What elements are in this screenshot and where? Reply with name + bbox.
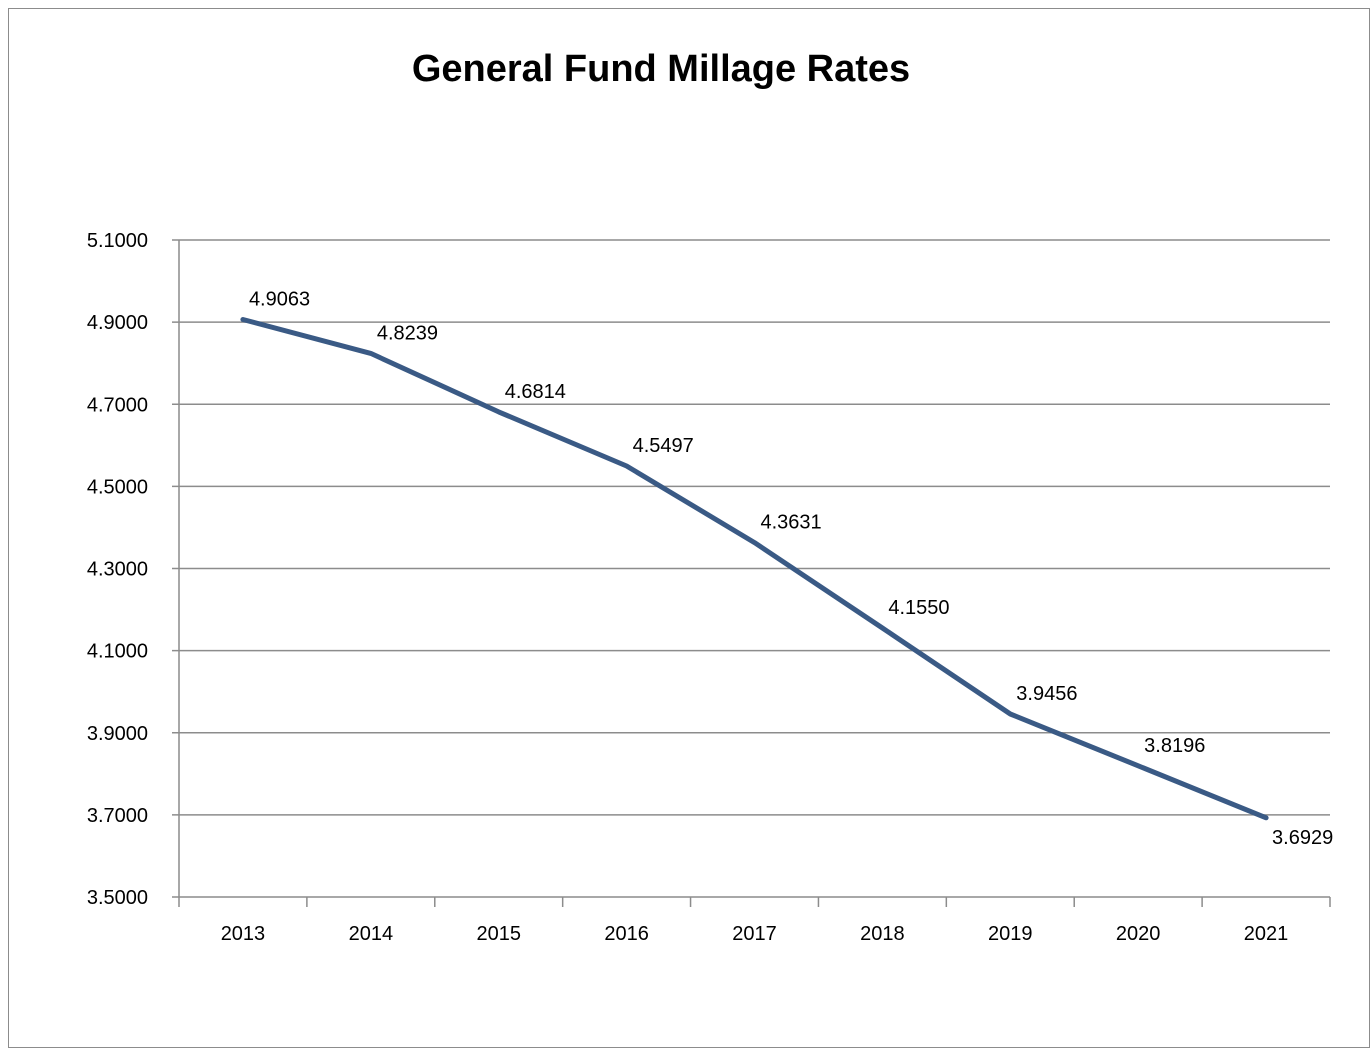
y-tick-label: 3.9000 bbox=[87, 723, 148, 745]
data-label: 4.8239 bbox=[377, 322, 438, 344]
data-label: 3.8196 bbox=[1144, 735, 1205, 757]
x-tick-label: 2018 bbox=[860, 923, 905, 945]
series-line bbox=[240, 317, 1269, 821]
data-label: 4.6814 bbox=[505, 381, 566, 403]
x-tick-label: 2016 bbox=[604, 923, 649, 945]
y-tick-label: 5.1000 bbox=[87, 230, 148, 252]
data-label: 3.6929 bbox=[1272, 827, 1333, 849]
x-tick-label: 2013 bbox=[221, 923, 266, 945]
y-tick-label: 4.7000 bbox=[87, 394, 148, 416]
x-tick-label: 2021 bbox=[1244, 923, 1289, 945]
chart-title: General Fund Millage Rates bbox=[411, 48, 911, 90]
data-label: 4.1550 bbox=[888, 597, 949, 619]
y-tick-label: 3.7000 bbox=[87, 805, 148, 827]
x-tick-label: 2014 bbox=[349, 923, 394, 945]
y-tick-label: 4.1000 bbox=[87, 641, 148, 663]
x-tick-label: 2020 bbox=[1116, 923, 1161, 945]
x-tick-label: 2015 bbox=[476, 923, 521, 945]
data-label: 4.5497 bbox=[633, 435, 694, 457]
x-tick-label: 2017 bbox=[732, 923, 777, 945]
y-tick-label: 4.5000 bbox=[87, 476, 148, 498]
y-tick-label: 4.9000 bbox=[87, 312, 148, 334]
y-tick-label: 4.3000 bbox=[87, 559, 148, 581]
x-tick-label: 2019 bbox=[988, 923, 1033, 945]
chart-frame bbox=[8, 8, 1370, 1048]
y-tick-label: 3.5000 bbox=[87, 887, 148, 909]
data-label: 4.9063 bbox=[249, 289, 310, 311]
data-label: 4.3631 bbox=[761, 512, 822, 534]
data-label: 3.9456 bbox=[1016, 683, 1077, 705]
